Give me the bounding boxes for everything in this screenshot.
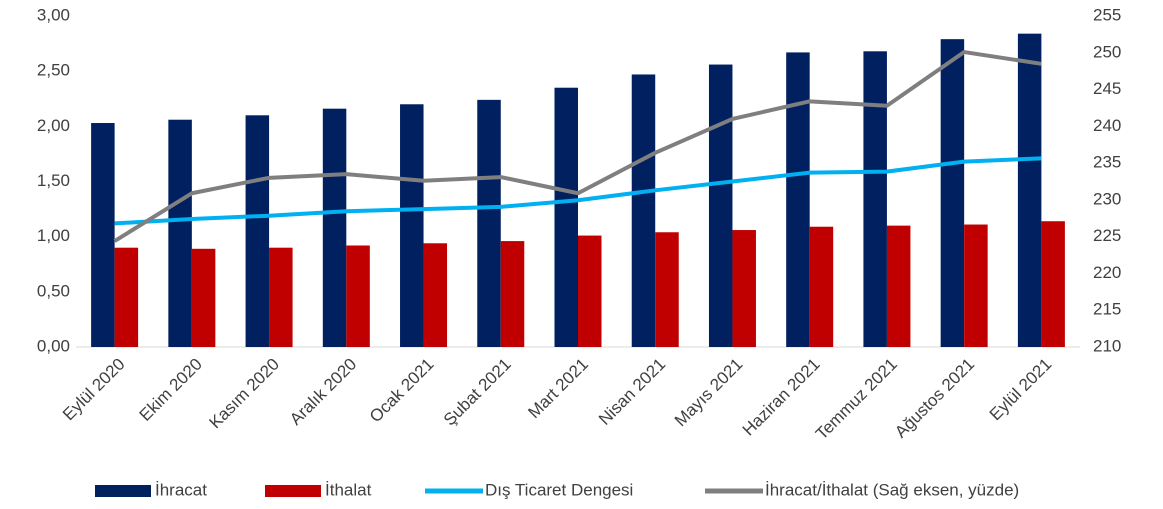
y-tick-label: 0,00 xyxy=(37,336,70,355)
y2-tick-label: 220 xyxy=(1093,263,1121,282)
y2-tick-label: 235 xyxy=(1093,153,1121,172)
bar xyxy=(322,108,347,348)
y2-tick-label: 225 xyxy=(1093,226,1121,245)
bar xyxy=(500,241,525,347)
x-tick-label: Eylül 2020 xyxy=(59,355,129,425)
y2-tick-label: 250 xyxy=(1093,42,1121,61)
x-tick-label: Aralık 2020 xyxy=(286,355,360,429)
x-tick-label: Temmuz 2021 xyxy=(812,355,901,444)
bar xyxy=(708,64,733,348)
x-tick-label: Mart 2021 xyxy=(524,355,592,423)
bar xyxy=(114,247,139,347)
legend-marker xyxy=(95,485,151,497)
bar xyxy=(554,87,578,347)
bar xyxy=(423,243,448,347)
bar xyxy=(631,74,656,347)
bar xyxy=(732,230,756,347)
x-tick-label: Şubat 2021 xyxy=(440,355,515,430)
x-tick-label: Ekim 2020 xyxy=(136,355,206,425)
legend-label: Dış Ticaret Dengesi xyxy=(485,480,633,499)
x-tick-label: Kasım 2020 xyxy=(205,355,283,433)
y-tick-label: 3,00 xyxy=(37,5,70,24)
bar xyxy=(964,224,988,347)
bar xyxy=(863,51,887,347)
line-series xyxy=(113,50,1042,243)
bar xyxy=(191,248,216,347)
bar xyxy=(940,39,965,348)
x-tick-label: Ağustos 2021 xyxy=(891,355,978,442)
x-tick-label: Nisan 2021 xyxy=(595,355,669,429)
y2-tick-label: 215 xyxy=(1093,300,1121,319)
y2-tick-label: 240 xyxy=(1093,116,1121,135)
y2-tick-label: 210 xyxy=(1093,336,1121,355)
bar xyxy=(809,226,834,347)
x-tick-label: Mayıs 2021 xyxy=(671,355,747,431)
legend-marker xyxy=(265,485,321,497)
bar xyxy=(578,235,602,347)
y2-tick-label: 255 xyxy=(1093,5,1121,24)
bar xyxy=(269,247,293,347)
y-tick-label: 0,50 xyxy=(37,281,70,300)
bar xyxy=(1041,221,1065,347)
y2-tick-label: 230 xyxy=(1093,189,1121,208)
bar xyxy=(477,99,501,347)
bar xyxy=(245,115,270,347)
y-tick-label: 1,00 xyxy=(37,226,70,245)
legend-label: İhracat xyxy=(155,480,207,499)
legend-label: İhracat/İthalat (Sağ eksen, yüzde) xyxy=(765,480,1019,499)
bar xyxy=(786,52,810,347)
bar xyxy=(400,104,424,348)
y-tick-label: 2,00 xyxy=(37,116,70,135)
y-tick-label: 1,50 xyxy=(37,171,70,190)
x-tick-label: Haziran 2021 xyxy=(739,355,824,440)
bar xyxy=(168,119,192,347)
y2-tick-label: 245 xyxy=(1093,79,1121,98)
bar xyxy=(91,123,115,347)
x-tick-label: Eylül 2021 xyxy=(986,355,1056,425)
x-tick-label: Ocak 2021 xyxy=(366,355,438,427)
y-tick-label: 2,50 xyxy=(37,61,70,80)
line-series xyxy=(114,156,1042,226)
legend-label: İthalat xyxy=(325,480,372,499)
bar xyxy=(346,245,370,347)
bar xyxy=(655,232,679,347)
bar xyxy=(1017,33,1042,348)
bar xyxy=(886,225,911,347)
